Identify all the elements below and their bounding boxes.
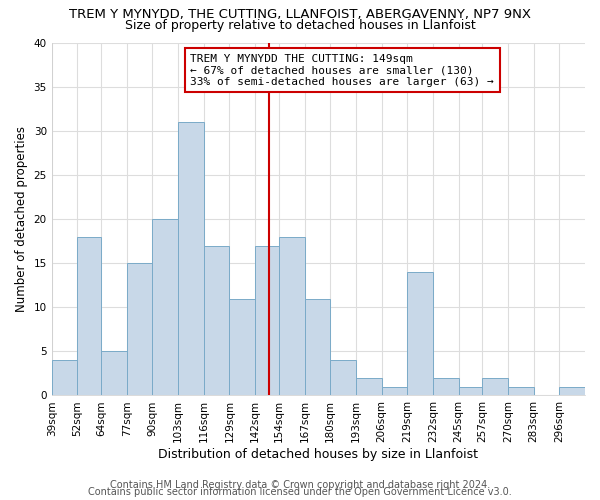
Text: Contains public sector information licensed under the Open Government Licence v3: Contains public sector information licen…: [88, 487, 512, 497]
Bar: [559, 386, 585, 396]
Text: TREM Y MYNYDD THE CUTTING: 149sqm
← 67% of detached houses are smaller (130)
33%: TREM Y MYNYDD THE CUTTING: 149sqm ← 67% …: [190, 54, 494, 87]
Bar: [101, 352, 127, 396]
Bar: [229, 298, 255, 396]
Bar: [255, 246, 279, 396]
Bar: [52, 360, 77, 396]
Bar: [279, 237, 305, 396]
Text: TREM Y MYNYDD, THE CUTTING, LLANFOIST, ABERGAVENNY, NP7 9NX: TREM Y MYNYDD, THE CUTTING, LLANFOIST, A…: [69, 8, 531, 21]
Bar: [508, 386, 533, 396]
Text: Size of property relative to detached houses in Llanfoist: Size of property relative to detached ho…: [125, 18, 475, 32]
Bar: [330, 360, 356, 396]
X-axis label: Distribution of detached houses by size in Llanfoist: Distribution of detached houses by size …: [158, 448, 478, 461]
Bar: [305, 298, 330, 396]
Bar: [152, 219, 178, 396]
Bar: [356, 378, 382, 396]
Bar: [382, 386, 407, 396]
Bar: [433, 378, 458, 396]
Bar: [458, 386, 482, 396]
Bar: [178, 122, 204, 396]
Bar: [127, 264, 152, 396]
Bar: [482, 378, 508, 396]
Y-axis label: Number of detached properties: Number of detached properties: [15, 126, 28, 312]
Bar: [407, 272, 433, 396]
Text: Contains HM Land Registry data © Crown copyright and database right 2024.: Contains HM Land Registry data © Crown c…: [110, 480, 490, 490]
Bar: [204, 246, 229, 396]
Bar: [77, 237, 101, 396]
